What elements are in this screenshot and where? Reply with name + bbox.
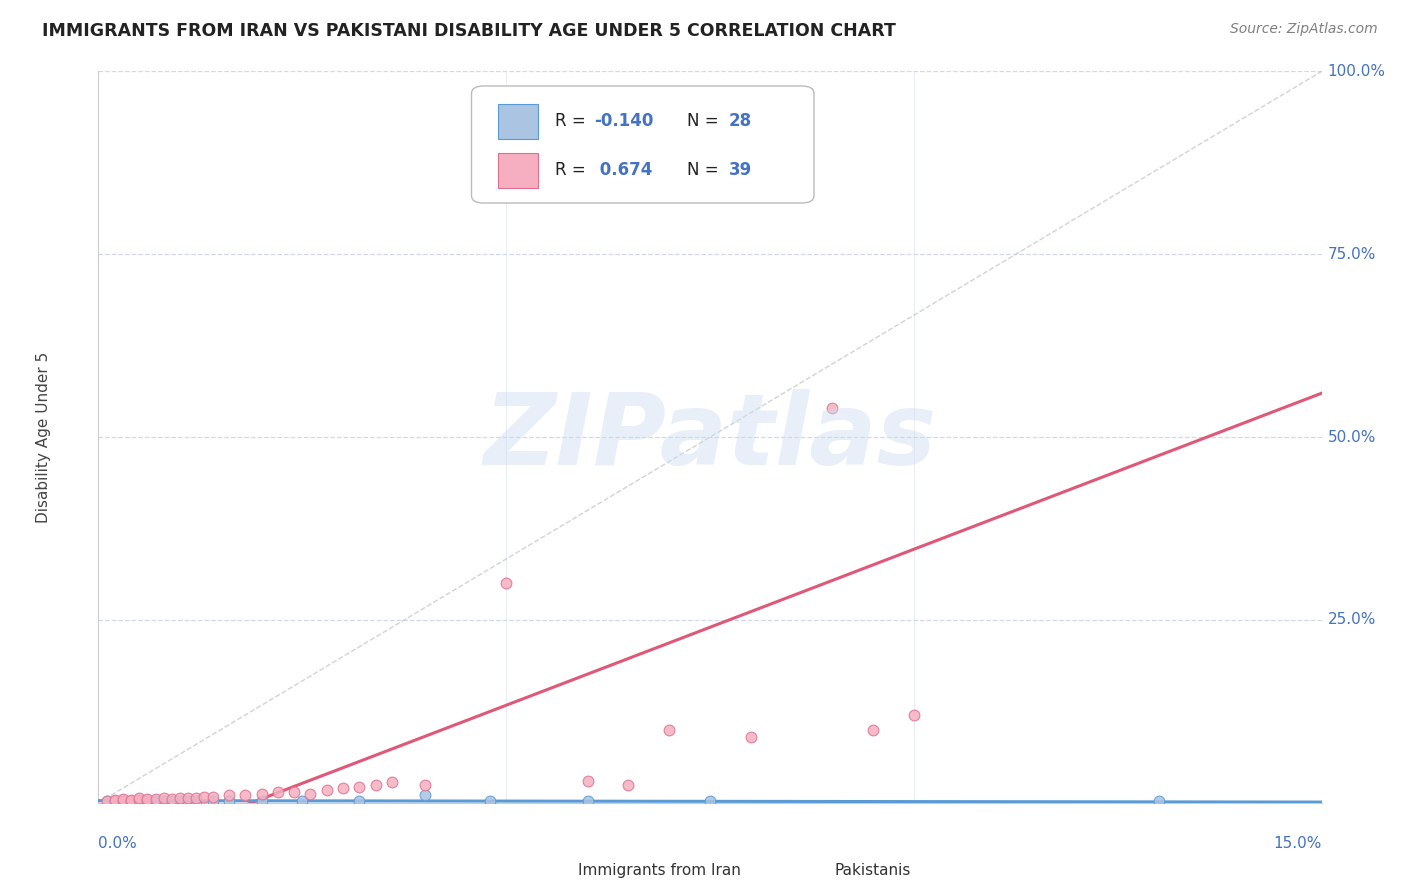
Text: IMMIGRANTS FROM IRAN VS PAKISTANI DISABILITY AGE UNDER 5 CORRELATION CHART: IMMIGRANTS FROM IRAN VS PAKISTANI DISABI… [42, 22, 896, 40]
Text: 15.0%: 15.0% [1274, 836, 1322, 851]
Point [120, 794, 142, 808]
FancyBboxPatch shape [796, 858, 827, 882]
Point [120, 793, 142, 807]
Point [160, 794, 183, 808]
Text: Pakistanis: Pakistanis [835, 863, 911, 878]
Point [136, 794, 159, 808]
Point [111, 792, 134, 806]
Point [169, 791, 191, 805]
Point [104, 794, 127, 808]
Point [315, 782, 337, 797]
Point [104, 794, 127, 808]
Point [201, 789, 224, 804]
Point [699, 794, 721, 808]
Text: ZIPatlas: ZIPatlas [484, 389, 936, 485]
Point [96, 794, 118, 808]
Point [128, 791, 150, 805]
Text: 0.0%: 0.0% [98, 836, 138, 851]
Text: 25.0%: 25.0% [1327, 613, 1376, 627]
Point [136, 792, 159, 806]
Point [201, 794, 224, 808]
Text: N =: N = [686, 112, 724, 130]
FancyBboxPatch shape [538, 858, 569, 882]
Point [413, 777, 436, 792]
Point [862, 723, 884, 737]
Point [111, 794, 134, 808]
Point [128, 793, 150, 807]
Point [349, 794, 371, 808]
Point [617, 777, 640, 792]
Text: -0.140: -0.140 [593, 112, 654, 130]
Text: Disability Age Under 5: Disability Age Under 5 [37, 351, 51, 523]
Point [177, 790, 200, 805]
Point [96, 794, 118, 808]
Point [250, 794, 273, 808]
Text: 28: 28 [728, 112, 751, 130]
Point [495, 576, 517, 591]
Point [349, 780, 371, 794]
Point [136, 793, 159, 807]
Point [160, 792, 183, 806]
Point [478, 794, 501, 808]
Point [740, 730, 762, 744]
Point [233, 789, 256, 803]
Point [658, 723, 681, 737]
Text: 75.0%: 75.0% [1327, 247, 1376, 261]
Point [250, 787, 273, 801]
Text: R =: R = [555, 112, 591, 130]
Point [186, 790, 208, 805]
Text: Immigrants from Iran: Immigrants from Iran [578, 863, 741, 878]
Point [104, 794, 127, 808]
Point [152, 794, 174, 808]
Text: R =: R = [555, 161, 591, 179]
Point [267, 785, 290, 799]
Point [283, 785, 305, 799]
Point [136, 794, 159, 808]
Text: N =: N = [686, 161, 724, 179]
FancyBboxPatch shape [498, 153, 537, 187]
Point [218, 789, 240, 803]
Text: 100.0%: 100.0% [1327, 64, 1386, 78]
Point [128, 794, 150, 808]
Point [111, 794, 134, 808]
Point [177, 794, 200, 808]
Point [128, 794, 150, 808]
Point [104, 793, 127, 807]
Point [111, 793, 134, 807]
Point [903, 708, 925, 723]
Point [145, 792, 167, 806]
Point [364, 777, 387, 792]
Point [145, 794, 167, 808]
Text: 50.0%: 50.0% [1327, 430, 1376, 444]
Point [576, 773, 599, 788]
Point [299, 787, 322, 801]
Point [332, 781, 354, 796]
Point [186, 794, 208, 808]
Point [193, 789, 215, 804]
Point [169, 794, 191, 808]
Text: Source: ZipAtlas.com: Source: ZipAtlas.com [1230, 22, 1378, 37]
FancyBboxPatch shape [498, 103, 537, 138]
Point [145, 794, 167, 808]
Point [413, 789, 436, 803]
Point [120, 794, 142, 808]
Point [381, 775, 404, 789]
Text: 39: 39 [728, 161, 752, 179]
Point [152, 791, 174, 805]
Point [291, 794, 314, 808]
Point [821, 401, 844, 415]
Point [576, 794, 599, 808]
FancyBboxPatch shape [471, 86, 814, 203]
Point [218, 794, 240, 808]
Point [1147, 794, 1170, 808]
Text: 0.674: 0.674 [593, 161, 652, 179]
Point [120, 794, 142, 808]
